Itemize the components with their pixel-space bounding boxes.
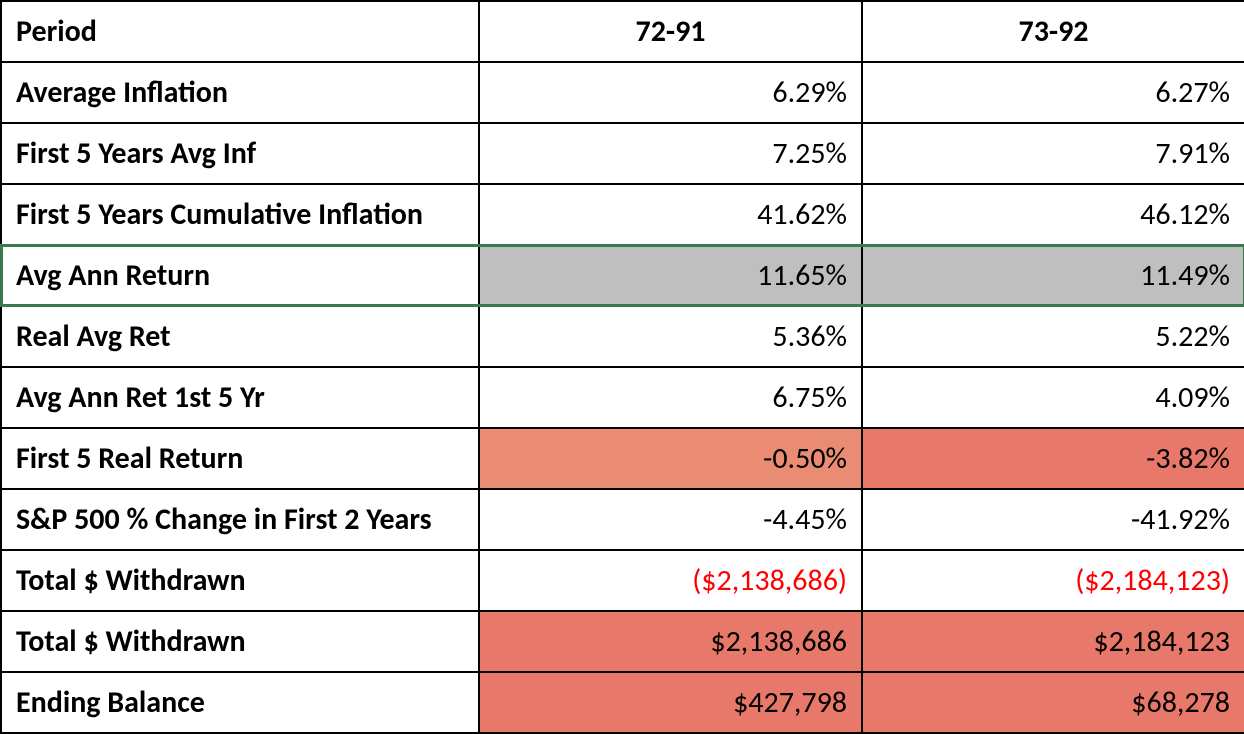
data-table: Period 72-91 73-92 Average Inflation6.29…	[0, 0, 1244, 734]
row-value-1: 11.65%	[479, 245, 862, 306]
table-row: Ending Balance$427,798$68,278	[1, 672, 1244, 733]
row-value-1: 6.75%	[479, 367, 862, 428]
header-col2: 73-92	[862, 1, 1244, 62]
row-label: S&P 500 % Change in First 2 Years	[1, 489, 479, 550]
row-value-2: ($2,184,123)	[862, 550, 1244, 611]
table-row: S&P 500 % Change in First 2 Years-4.45%-…	[1, 489, 1244, 550]
row-label: Ending Balance	[1, 672, 479, 733]
table-row: First 5 Real Return-0.50%-3.82%	[1, 428, 1244, 489]
table-row: Avg Ann Ret 1st 5 Yr6.75%4.09%	[1, 367, 1244, 428]
row-label: First 5 Real Return	[1, 428, 479, 489]
row-value-2: 5.22%	[862, 306, 1244, 367]
table-container: Period 72-91 73-92 Average Inflation6.29…	[0, 0, 1244, 734]
row-value-2: $2,184,123	[862, 611, 1244, 672]
row-value-1: 41.62%	[479, 184, 862, 245]
table-row: First 5 Years Avg Inf7.25%7.91%	[1, 123, 1244, 184]
row-value-1: -4.45%	[479, 489, 862, 550]
table-row: Total $ Withdrawn($2,138,686)($2,184,123…	[1, 550, 1244, 611]
row-label: Real Avg Ret	[1, 306, 479, 367]
row-label: First 5 Years Avg Inf	[1, 123, 479, 184]
row-value-2: 7.91%	[862, 123, 1244, 184]
table-row: Average Inflation6.29%6.27%	[1, 62, 1244, 123]
row-value-2: $68,278	[862, 672, 1244, 733]
table-row: Total $ Withdrawn$2,138,686$2,184,123	[1, 611, 1244, 672]
row-value-1: -0.50%	[479, 428, 862, 489]
row-label: Total $ Withdrawn	[1, 550, 479, 611]
header-period: Period	[1, 1, 479, 62]
row-value-1: 7.25%	[479, 123, 862, 184]
row-label: Total $ Withdrawn	[1, 611, 479, 672]
table-row: Avg Ann Return11.65%11.49%	[1, 245, 1244, 306]
row-value-1: 5.36%	[479, 306, 862, 367]
row-value-1: ($2,138,686)	[479, 550, 862, 611]
row-value-2: 4.09%	[862, 367, 1244, 428]
table-body: Average Inflation6.29%6.27%First 5 Years…	[1, 62, 1244, 733]
row-label: Avg Ann Ret 1st 5 Yr	[1, 367, 479, 428]
row-value-2: 46.12%	[862, 184, 1244, 245]
row-value-2: 11.49%	[862, 245, 1244, 306]
row-value-1: $427,798	[479, 672, 862, 733]
table-row: First 5 Years Cumulative Inflation41.62%…	[1, 184, 1244, 245]
row-label: Average Inflation	[1, 62, 479, 123]
row-label: First 5 Years Cumulative Inflation	[1, 184, 479, 245]
row-value-2: -3.82%	[862, 428, 1244, 489]
header-row: Period 72-91 73-92	[1, 1, 1244, 62]
row-value-2: -41.92%	[862, 489, 1244, 550]
header-col1: 72-91	[479, 1, 862, 62]
row-value-1: 6.29%	[479, 62, 862, 123]
row-value-1: $2,138,686	[479, 611, 862, 672]
row-label: Avg Ann Return	[1, 245, 479, 306]
table-row: Real Avg Ret5.36%5.22%	[1, 306, 1244, 367]
row-value-2: 6.27%	[862, 62, 1244, 123]
